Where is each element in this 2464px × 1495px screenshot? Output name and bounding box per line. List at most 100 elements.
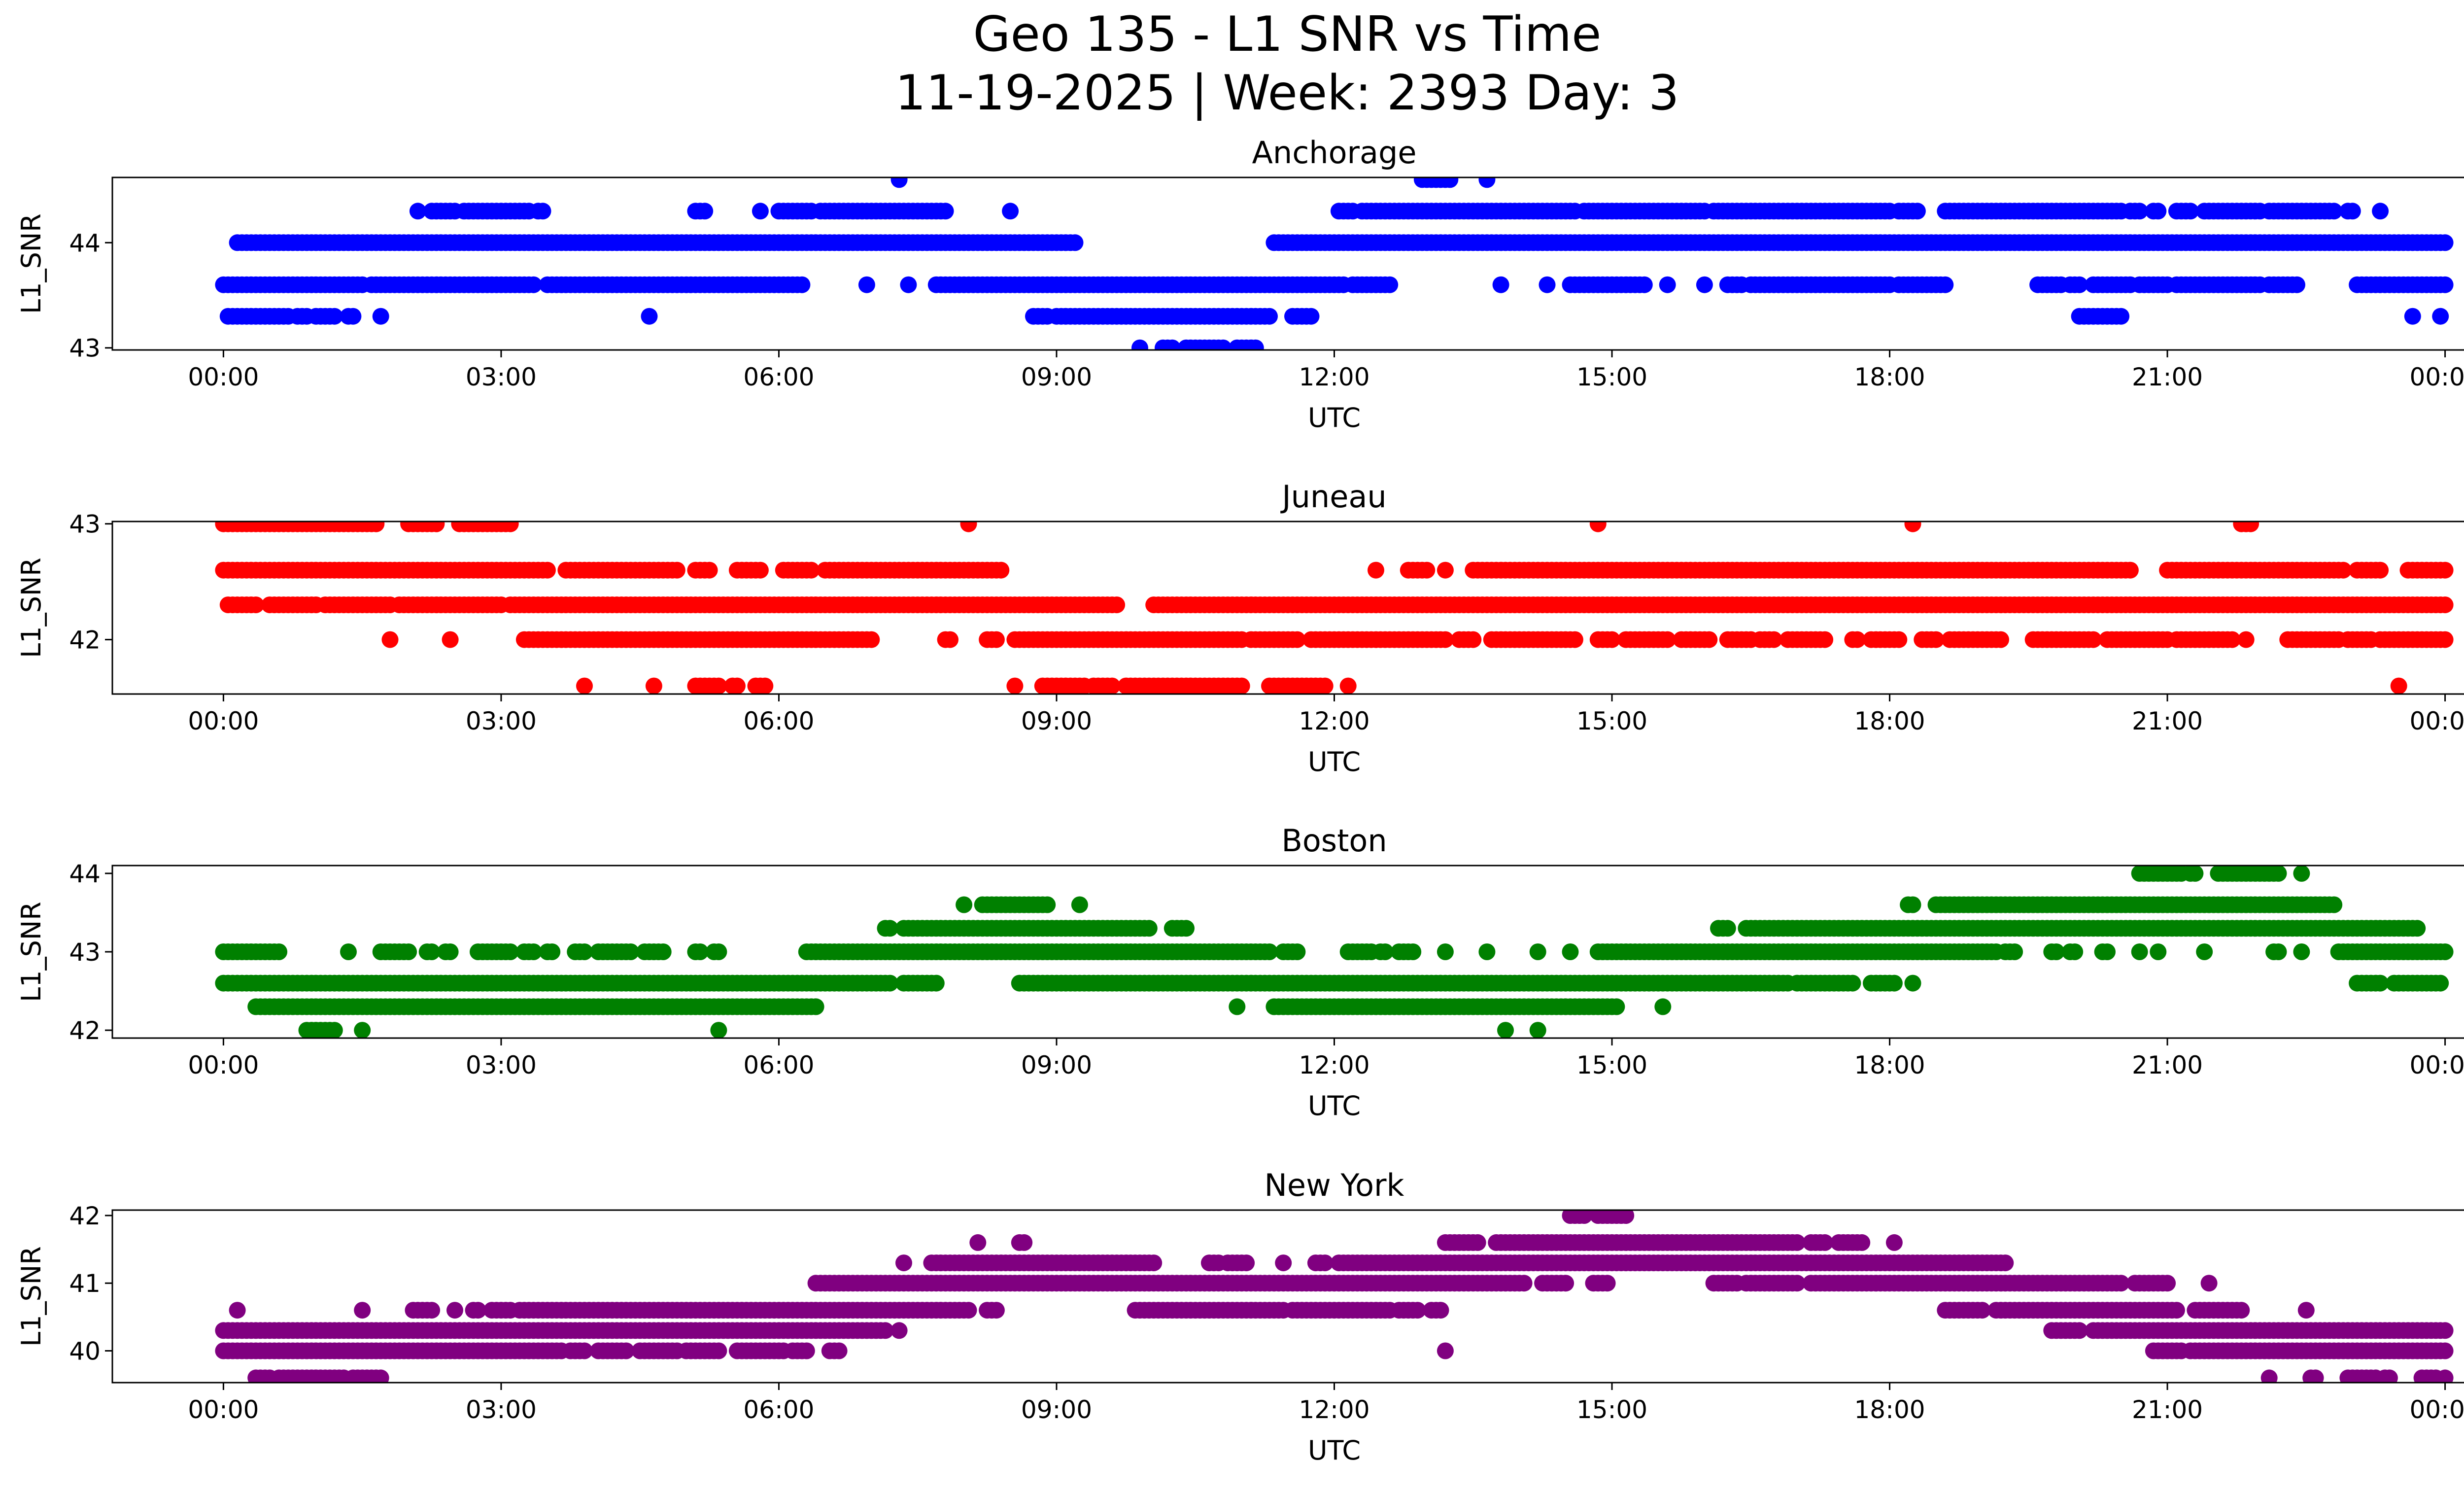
data-point (1765, 631, 1782, 648)
x-axis-label: UTC (1308, 746, 1361, 777)
data-point (1478, 943, 1496, 960)
data-point (1885, 1234, 1903, 1251)
data-point (2436, 631, 2454, 648)
data-point (807, 998, 824, 1015)
data-point (2436, 234, 2454, 251)
data-point (1108, 596, 1126, 614)
data-point (756, 677, 774, 694)
data-point (1006, 677, 1024, 694)
x-tick-label: 00:00 (188, 707, 259, 735)
x-tick-label: 15:00 (1576, 363, 1647, 391)
scatter-points (215, 866, 2454, 1038)
data-point (2297, 1302, 2315, 1319)
data-point (2270, 866, 2287, 882)
data-point (710, 943, 727, 960)
y-tick-label: 43 (69, 334, 101, 363)
data-point (1261, 943, 1278, 960)
data-point (1437, 943, 1454, 960)
data-point (1515, 1275, 1533, 1292)
data-point (1997, 1254, 2014, 1272)
data-point (340, 943, 357, 960)
data-point (1848, 631, 1866, 648)
subplot-title: Juneau (1280, 479, 1386, 515)
data-point (1145, 1254, 1163, 1272)
plot-frame (111, 865, 2464, 1039)
data-point (1927, 631, 1945, 648)
data-point (1316, 677, 1334, 694)
x-tick-label: 18:00 (1854, 707, 1925, 735)
data-point (2122, 561, 2139, 579)
data-point (576, 943, 593, 960)
data-point (576, 1342, 593, 1359)
data-point (534, 203, 551, 220)
data-point (1409, 1302, 1426, 1319)
x-tick-label: 18:00 (1854, 1051, 1925, 1079)
scatter-points (215, 522, 2454, 694)
data-point (2409, 920, 2426, 937)
data-point (890, 1322, 908, 1339)
data-point (654, 943, 672, 960)
data-point (1909, 203, 1926, 220)
x-tick-label: 06:00 (743, 1051, 814, 1079)
data-point (641, 308, 658, 325)
x-tick-label: 00:00 (2410, 363, 2464, 391)
x-tick-label: 03:00 (466, 363, 537, 391)
data-point (1539, 276, 1556, 293)
data-point (1529, 1022, 1546, 1038)
data-point (1575, 1210, 1593, 1224)
data-point (502, 943, 519, 960)
data-point (1016, 1234, 1033, 1251)
data-point (1469, 1234, 1486, 1251)
data-point (525, 276, 542, 293)
data-point (1071, 896, 1088, 913)
data-point (960, 1302, 977, 1319)
data-point (1247, 339, 1264, 350)
data-point (668, 561, 685, 579)
data-point (793, 276, 811, 293)
data-point (1904, 522, 1921, 532)
data-point (2436, 276, 2454, 293)
data-point (229, 1302, 246, 1319)
data-point (1418, 561, 1436, 579)
data-point (1937, 276, 1954, 293)
data-point (1233, 677, 1250, 694)
data-point (2344, 203, 2361, 220)
data-point (1608, 998, 1625, 1015)
data-point (2131, 943, 2148, 960)
data-point (2270, 943, 2287, 960)
data-point (1589, 522, 1607, 532)
data-point (1404, 943, 1422, 960)
y-tick-label: 44 (69, 229, 101, 257)
data-point (752, 561, 769, 579)
data-point (354, 1302, 371, 1319)
data-point (539, 561, 556, 579)
subplot-title: Boston (1281, 823, 1387, 859)
data-point (2436, 943, 2454, 960)
data-point (2113, 1275, 2130, 1292)
data-point (1215, 339, 1232, 350)
data-point (525, 943, 542, 960)
data-point (1437, 561, 1454, 579)
data-point (1992, 631, 2009, 648)
data-point (1788, 1275, 1806, 1292)
data-point (1659, 276, 1676, 293)
data-point (1788, 1234, 1806, 1251)
data-point (2432, 308, 2449, 325)
data-point (2404, 308, 2421, 325)
data-point (1816, 1234, 1834, 1251)
data-point (368, 522, 385, 532)
data-point (1566, 631, 1583, 648)
data-point (1140, 920, 1158, 937)
plot-frame (111, 521, 2464, 695)
y-tick-label: 42 (69, 626, 101, 655)
data-point (2436, 561, 2454, 579)
data-point (2071, 276, 2088, 293)
data-point (1816, 631, 1834, 648)
x-tick-label: 12:00 (1299, 707, 1369, 735)
data-point (1368, 561, 1384, 579)
x-axis-label: UTC (1308, 402, 1361, 433)
data-point (2071, 1322, 2088, 1339)
data-point (326, 1022, 343, 1038)
